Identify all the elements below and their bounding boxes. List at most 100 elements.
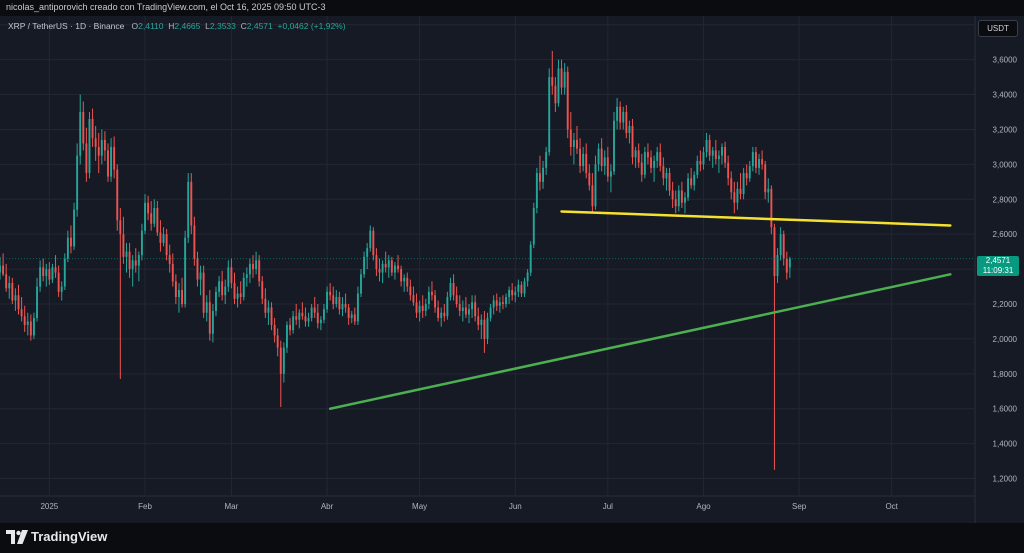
candle-body xyxy=(267,307,270,313)
candle xyxy=(745,164,748,186)
candle-body xyxy=(653,160,656,168)
close-value: 2,4571 xyxy=(246,21,273,31)
candle-body xyxy=(14,295,17,301)
high-label: H xyxy=(168,21,175,31)
candle xyxy=(128,242,131,278)
candle-body xyxy=(94,138,97,147)
candle-body xyxy=(529,244,532,273)
candle-body xyxy=(107,150,109,177)
candle-body xyxy=(63,258,66,287)
candle xyxy=(5,263,8,292)
x-tick-label: Ago xyxy=(696,502,711,511)
candle-body xyxy=(495,300,498,306)
candle-body xyxy=(51,267,54,280)
candle xyxy=(356,286,359,325)
candle-body xyxy=(125,251,128,257)
support-trend-line[interactable] xyxy=(328,273,952,410)
brand-name[interactable]: TradingView xyxy=(31,529,108,544)
candle xyxy=(82,101,85,151)
candle-body xyxy=(427,291,430,304)
candle xyxy=(252,255,254,278)
candle-body xyxy=(517,284,520,292)
close-label: C xyxy=(240,21,247,31)
candle xyxy=(776,248,779,284)
candle xyxy=(341,297,344,317)
candle-body xyxy=(42,267,45,277)
currency-button[interactable]: USDT xyxy=(978,20,1018,37)
candle xyxy=(677,185,680,212)
candle-body xyxy=(619,106,622,123)
candle xyxy=(721,143,723,165)
candle xyxy=(304,307,307,327)
candle-body xyxy=(751,152,754,167)
candle xyxy=(369,225,372,252)
candle xyxy=(91,108,94,147)
candle xyxy=(622,106,625,130)
page-header: nicolas_antiporovich creado con TradingV… xyxy=(0,0,1024,16)
candle-body xyxy=(273,324,276,336)
candle xyxy=(464,297,467,318)
tradingview-logo-icon[interactable] xyxy=(6,530,28,544)
candle-body xyxy=(227,267,230,287)
candle xyxy=(717,150,720,174)
candle-body xyxy=(79,112,82,156)
candle xyxy=(131,255,134,287)
candle-body xyxy=(387,260,390,268)
candle xyxy=(671,181,674,208)
x-tick-label: Feb xyxy=(138,502,152,511)
price-chart[interactable]: 1,20001,40001,60001,80002,00002,20002,40… xyxy=(0,16,1024,523)
candle-body xyxy=(122,234,125,257)
candle-body xyxy=(785,258,788,273)
candle-body xyxy=(270,307,273,325)
candle-body xyxy=(597,148,600,165)
candle-body xyxy=(184,237,187,304)
symbol-name: XRP / TetherUS · 1D · Binance xyxy=(8,21,125,31)
candle xyxy=(29,314,32,341)
candle xyxy=(316,304,319,329)
candle xyxy=(119,208,122,380)
candle-body xyxy=(279,347,282,374)
candle-body xyxy=(680,190,683,203)
candle xyxy=(11,277,14,304)
candle xyxy=(187,173,190,243)
candle-body xyxy=(316,312,319,324)
candle-body xyxy=(600,148,603,167)
candle xyxy=(400,265,403,287)
candle-body xyxy=(5,274,8,289)
candle xyxy=(285,321,288,353)
candle-body xyxy=(758,159,760,168)
candle xyxy=(616,98,619,130)
candle xyxy=(289,317,291,336)
candle xyxy=(17,284,20,315)
candle-body xyxy=(82,112,85,144)
candle xyxy=(248,258,251,284)
candle xyxy=(613,112,615,175)
candle xyxy=(397,255,399,273)
candle-body xyxy=(424,304,427,311)
candle xyxy=(767,178,770,203)
candle xyxy=(245,267,248,287)
candle xyxy=(724,141,727,168)
candle-body xyxy=(20,309,23,317)
candle-body xyxy=(156,208,159,233)
candle xyxy=(659,143,662,172)
candle-body xyxy=(412,295,415,303)
candle xyxy=(585,143,588,179)
x-tick-label: Oct xyxy=(885,502,898,511)
resistance-trend-line[interactable] xyxy=(560,210,952,227)
candle xyxy=(498,297,501,313)
candle-body xyxy=(335,297,338,304)
chart-svg[interactable]: 1,20001,40001,60001,80002,00002,20002,40… xyxy=(0,16,1024,523)
candle-body xyxy=(159,232,162,243)
candle-body xyxy=(671,190,674,200)
candle-body xyxy=(505,297,507,304)
candle-body xyxy=(0,265,1,273)
candle-body xyxy=(486,317,489,339)
candle-body xyxy=(137,255,140,266)
candle xyxy=(646,143,649,165)
candle xyxy=(742,167,745,200)
candle-body xyxy=(353,314,356,322)
candle-body xyxy=(659,152,662,167)
candle-body xyxy=(400,269,403,282)
candle xyxy=(353,307,356,325)
